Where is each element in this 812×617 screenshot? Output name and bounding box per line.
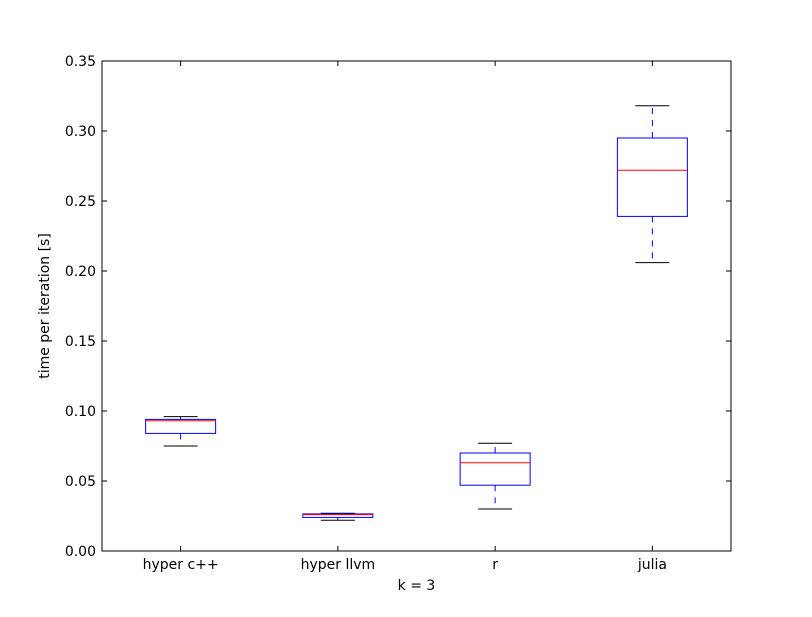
y-tick-label: 0.35 bbox=[65, 54, 96, 70]
plot-frame bbox=[101, 60, 732, 552]
x-tick-label: r bbox=[492, 557, 498, 573]
box-rect bbox=[302, 513, 374, 518]
x-tick-label: julia bbox=[637, 557, 667, 573]
box-rect bbox=[459, 452, 531, 486]
ticks-layer: 0.00 0.05 0.10 0.15 0.20 0.25 0.30 0.35 hyper c+… bbox=[65, 54, 731, 573]
y-tick-label: 0.20 bbox=[65, 264, 96, 280]
y-tick-label: 0.30 bbox=[65, 124, 96, 140]
y-tick-label: 0.00 bbox=[65, 544, 96, 560]
box-group bbox=[459, 442, 531, 510]
box-rect bbox=[616, 137, 688, 217]
x-axis-label: k = 3 bbox=[398, 578, 436, 594]
y-tick-label: 0.15 bbox=[65, 334, 96, 350]
box-group bbox=[616, 105, 688, 264]
x-tick-label: hyper llvm bbox=[301, 557, 376, 573]
y-tick-label: 0.10 bbox=[65, 404, 96, 420]
x-tick-label: hyper c++ bbox=[143, 557, 219, 573]
y-tick-label: 0.05 bbox=[65, 474, 96, 490]
y-axis-label: time per iteration [s] bbox=[37, 233, 53, 379]
box-group bbox=[145, 416, 217, 447]
box-group bbox=[302, 512, 374, 521]
boxes-layer bbox=[145, 105, 688, 521]
y-tick-label: 0.25 bbox=[65, 194, 96, 210]
box-rect bbox=[145, 418, 217, 434]
